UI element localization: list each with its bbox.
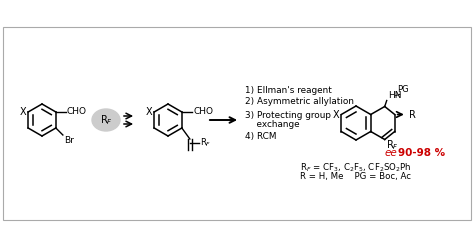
Text: CHO: CHO [67,107,87,117]
Text: 4) RCM: 4) RCM [245,132,276,141]
Text: X: X [146,107,152,117]
Text: X: X [333,110,339,120]
Text: 90-98 %: 90-98 % [398,149,445,158]
Text: ee: ee [385,149,398,158]
Text: 1) Ellman's reagent: 1) Ellman's reagent [245,86,332,95]
Ellipse shape [92,109,120,131]
Text: Br: Br [64,136,74,145]
Bar [3,27,471,220]
Text: exchange: exchange [245,120,300,129]
Text: R$_F$ = CF$_3$, C$_2$F$_5$, CF$_2$SO$_2$Ph: R$_F$ = CF$_3$, C$_2$F$_5$, CF$_2$SO$_2$… [300,161,411,174]
Text: X: X [19,107,26,117]
Text: R = H, Me    PG = Boc, Ac: R = H, Me PG = Boc, Ac [300,173,411,182]
Text: HN: HN [388,92,401,100]
Text: 2) Asymmetric allylation: 2) Asymmetric allylation [245,97,354,106]
Text: CHO: CHO [194,107,214,117]
Text: R$_F$: R$_F$ [200,137,211,149]
Text: PG: PG [397,86,408,94]
Text: 3) Protecting group: 3) Protecting group [245,111,331,120]
Text: R: R [409,110,416,120]
Text: R$_F$: R$_F$ [100,113,112,127]
Text: R$_F$: R$_F$ [386,138,399,152]
